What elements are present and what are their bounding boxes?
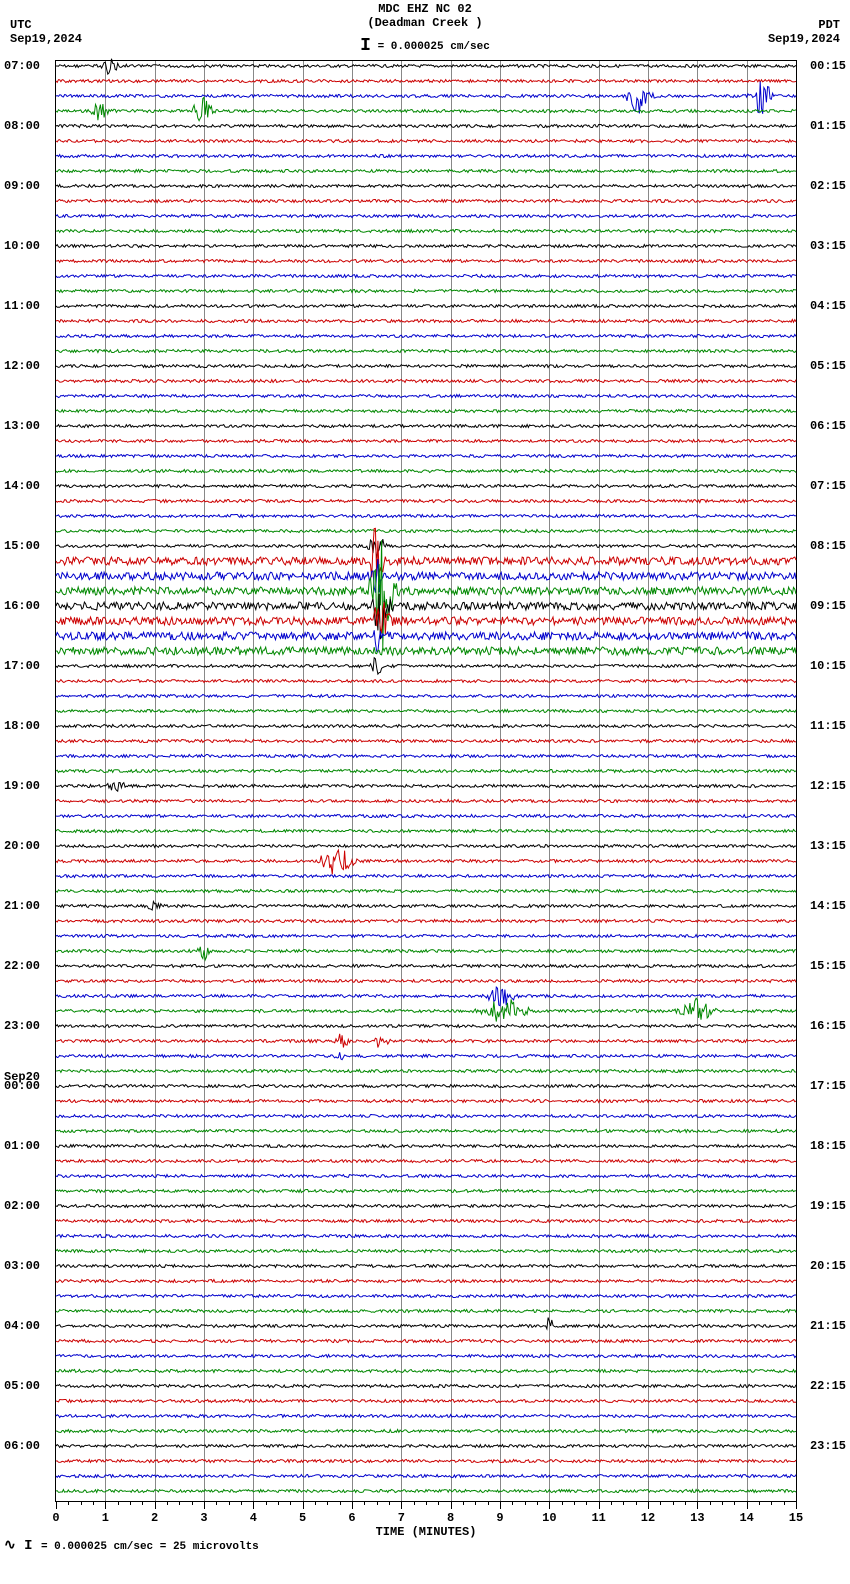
utc-time-label: 10:00 — [4, 239, 40, 253]
pdt-time-label: 07:15 — [810, 479, 846, 493]
pdt-time-label: 06:15 — [810, 419, 846, 433]
pdt-time-label: 00:15 — [810, 59, 846, 73]
pdt-time-label: 08:15 — [810, 539, 846, 553]
utc-time-label: 12:00 — [4, 359, 40, 373]
seismic-trace — [56, 1411, 796, 1571]
utc-time-label: 08:00 — [4, 119, 40, 133]
utc-time-label: 19:00 — [4, 779, 40, 793]
day-change-label: Sep20 — [4, 1070, 40, 1084]
utc-time-label: 06:00 — [4, 1439, 40, 1453]
pdt-time-label: 22:15 — [810, 1379, 846, 1393]
pdt-time-label: 18:15 — [810, 1139, 846, 1153]
pdt-time-label: 14:15 — [810, 899, 846, 913]
utc-time-label: 13:00 — [4, 419, 40, 433]
pdt-time-label: 04:15 — [810, 299, 846, 313]
pdt-time-label: 03:15 — [810, 239, 846, 253]
pdt-time-label: 12:15 — [810, 779, 846, 793]
pdt-time-label: 11:15 — [810, 719, 846, 733]
utc-time-label: 05:00 — [4, 1379, 40, 1393]
pdt-time-label: 23:15 — [810, 1439, 846, 1453]
pdt-time-label: 20:15 — [810, 1259, 846, 1273]
plot-area: TIME (MINUTES) 012345678910111213141507:… — [0, 55, 850, 1533]
pdt-time-label: 16:15 — [810, 1019, 846, 1033]
utc-time-label: 18:00 — [4, 719, 40, 733]
utc-time-label: 07:00 — [4, 59, 40, 73]
utc-time-label: 09:00 — [4, 179, 40, 193]
pdt-time-label: 01:15 — [810, 119, 846, 133]
utc-time-label: 23:00 — [4, 1019, 40, 1033]
pdt-time-label: 15:15 — [810, 959, 846, 973]
utc-time-label: 01:00 — [4, 1139, 40, 1153]
utc-time-label: 20:00 — [4, 839, 40, 853]
pdt-time-label: 05:15 — [810, 359, 846, 373]
pdt-time-label: 02:15 — [810, 179, 846, 193]
seismogram-plot: TIME (MINUTES) 012345678910111213141507:… — [55, 60, 797, 1502]
pdt-time-label: 21:15 — [810, 1319, 846, 1333]
utc-time-label: 11:00 — [4, 299, 40, 313]
pdt-time-label: 19:15 — [810, 1199, 846, 1213]
utc-time-label: 16:00 — [4, 599, 40, 613]
pdt-time-label: 17:15 — [810, 1079, 846, 1093]
utc-time-label: 22:00 — [4, 959, 40, 973]
pdt-time-label: 13:15 — [810, 839, 846, 853]
utc-time-label: 04:00 — [4, 1319, 40, 1333]
pdt-time-label: 10:15 — [810, 659, 846, 673]
utc-time-label: 21:00 — [4, 899, 40, 913]
utc-time-label: 03:00 — [4, 1259, 40, 1273]
pdt-time-label: 09:15 — [810, 599, 846, 613]
utc-time-label: 17:00 — [4, 659, 40, 673]
utc-time-label: 15:00 — [4, 539, 40, 553]
utc-time-label: 14:00 — [4, 479, 40, 493]
utc-time-label: 02:00 — [4, 1199, 40, 1213]
